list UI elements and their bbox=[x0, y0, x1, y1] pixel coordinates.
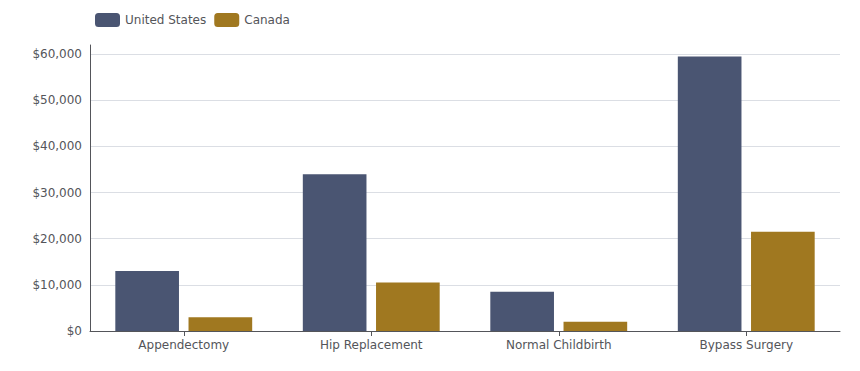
svg-text:United States: United States bbox=[125, 13, 206, 27]
svg-text:$0: $0 bbox=[67, 324, 82, 338]
svg-text:Hip Replacement: Hip Replacement bbox=[320, 338, 423, 352]
svg-text:$60,000: $60,000 bbox=[32, 47, 82, 61]
svg-text:Appendectomy: Appendectomy bbox=[138, 338, 229, 352]
svg-text:$50,000: $50,000 bbox=[32, 93, 82, 107]
svg-text:$30,000: $30,000 bbox=[32, 186, 82, 200]
svg-text:Canada: Canada bbox=[244, 13, 290, 27]
svg-text:Bypass Surgery: Bypass Surgery bbox=[699, 338, 793, 352]
svg-text:Normal Childbirth: Normal Childbirth bbox=[506, 338, 612, 352]
svg-text:$20,000: $20,000 bbox=[32, 232, 82, 246]
svg-text:$10,000: $10,000 bbox=[32, 278, 82, 292]
svg-text:$40,000: $40,000 bbox=[32, 139, 82, 153]
